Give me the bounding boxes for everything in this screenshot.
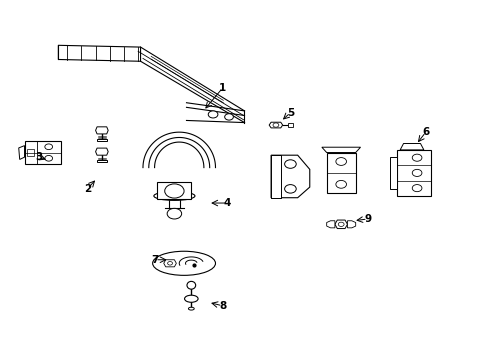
Text: 5: 5: [286, 108, 293, 118]
Text: 1: 1: [219, 83, 226, 93]
Circle shape: [284, 185, 296, 193]
Polygon shape: [326, 221, 334, 228]
Polygon shape: [268, 122, 282, 128]
Polygon shape: [95, 127, 108, 134]
Text: 8: 8: [219, 301, 226, 311]
Bar: [157, 183, 191, 199]
Bar: [97, 139, 106, 141]
Text: 6: 6: [421, 127, 428, 137]
Polygon shape: [347, 221, 355, 228]
Circle shape: [411, 185, 421, 192]
Circle shape: [167, 208, 181, 219]
Polygon shape: [95, 148, 108, 155]
Bar: [389, 157, 396, 189]
Circle shape: [284, 160, 296, 168]
Polygon shape: [270, 155, 309, 198]
Circle shape: [224, 114, 233, 120]
Text: 9: 9: [364, 214, 370, 224]
Circle shape: [45, 144, 53, 150]
Ellipse shape: [184, 295, 198, 302]
Polygon shape: [270, 155, 280, 198]
Circle shape: [411, 154, 421, 161]
Circle shape: [164, 184, 183, 198]
Circle shape: [167, 261, 172, 265]
Text: 4: 4: [224, 198, 231, 208]
Circle shape: [208, 111, 218, 118]
Circle shape: [335, 158, 346, 165]
Polygon shape: [399, 144, 423, 150]
Bar: [396, 150, 430, 196]
Text: 2: 2: [83, 184, 91, 194]
Ellipse shape: [188, 307, 194, 310]
Bar: [97, 160, 106, 162]
Polygon shape: [163, 260, 176, 267]
Ellipse shape: [186, 282, 195, 289]
Circle shape: [45, 156, 53, 161]
Circle shape: [335, 180, 346, 188]
Circle shape: [411, 169, 421, 176]
Polygon shape: [321, 147, 360, 153]
Ellipse shape: [152, 251, 215, 275]
Polygon shape: [58, 45, 140, 61]
Text: 7: 7: [151, 255, 159, 265]
Polygon shape: [334, 220, 347, 229]
Bar: [288, 123, 293, 127]
Circle shape: [272, 123, 278, 127]
Bar: [24, 141, 61, 164]
Circle shape: [338, 222, 344, 226]
Bar: [326, 153, 355, 193]
Ellipse shape: [154, 192, 195, 201]
Text: 3: 3: [35, 152, 42, 162]
Polygon shape: [19, 145, 24, 159]
